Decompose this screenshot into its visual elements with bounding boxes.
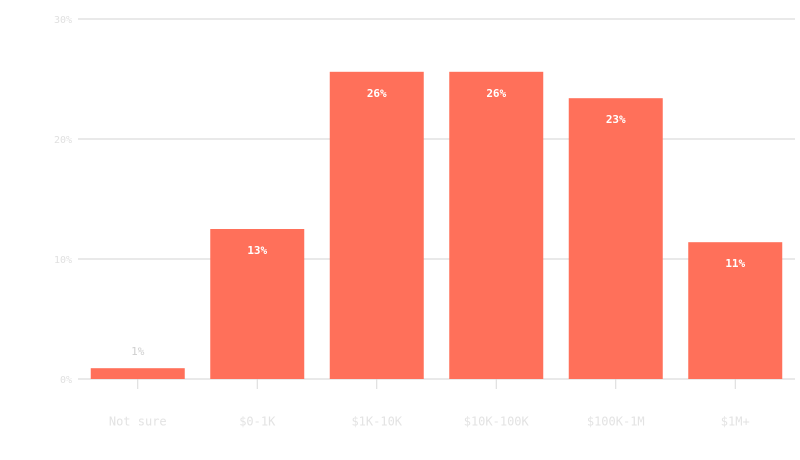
- x-tick-label: $0-1K: [239, 415, 276, 429]
- x-tick-label: $1K-10K: [351, 415, 402, 429]
- data-label: 1%: [131, 345, 145, 358]
- y-tick-label: 20%: [54, 135, 72, 146]
- bar: [210, 229, 305, 379]
- bar: [688, 242, 783, 379]
- x-tick-label: $1M+: [721, 415, 750, 429]
- bar: [449, 71, 544, 380]
- x-tick-label: $100K-1M: [587, 415, 645, 429]
- y-tick-label: 0%: [60, 375, 72, 386]
- x-tick-label: $10K-100K: [464, 415, 530, 429]
- data-label: 26%: [367, 87, 387, 100]
- bar: [329, 71, 424, 380]
- bar: [90, 368, 185, 379]
- y-tick-label: 10%: [54, 255, 72, 266]
- data-label: 13%: [247, 244, 267, 257]
- data-label: 26%: [486, 87, 506, 100]
- bar: [568, 98, 663, 379]
- y-tick-label: 30%: [54, 15, 72, 26]
- data-label: 23%: [606, 113, 626, 126]
- data-label: 11%: [725, 257, 745, 270]
- x-tick-label: Not sure: [109, 415, 167, 429]
